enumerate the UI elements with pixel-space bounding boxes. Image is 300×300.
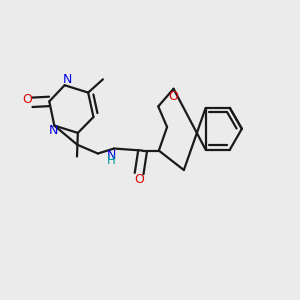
Text: N: N [106, 148, 116, 161]
Text: N: N [63, 74, 72, 86]
Text: N: N [48, 124, 58, 137]
Text: H: H [107, 154, 116, 167]
Text: O: O [169, 90, 178, 103]
Text: O: O [22, 93, 32, 106]
Text: O: O [134, 173, 144, 186]
